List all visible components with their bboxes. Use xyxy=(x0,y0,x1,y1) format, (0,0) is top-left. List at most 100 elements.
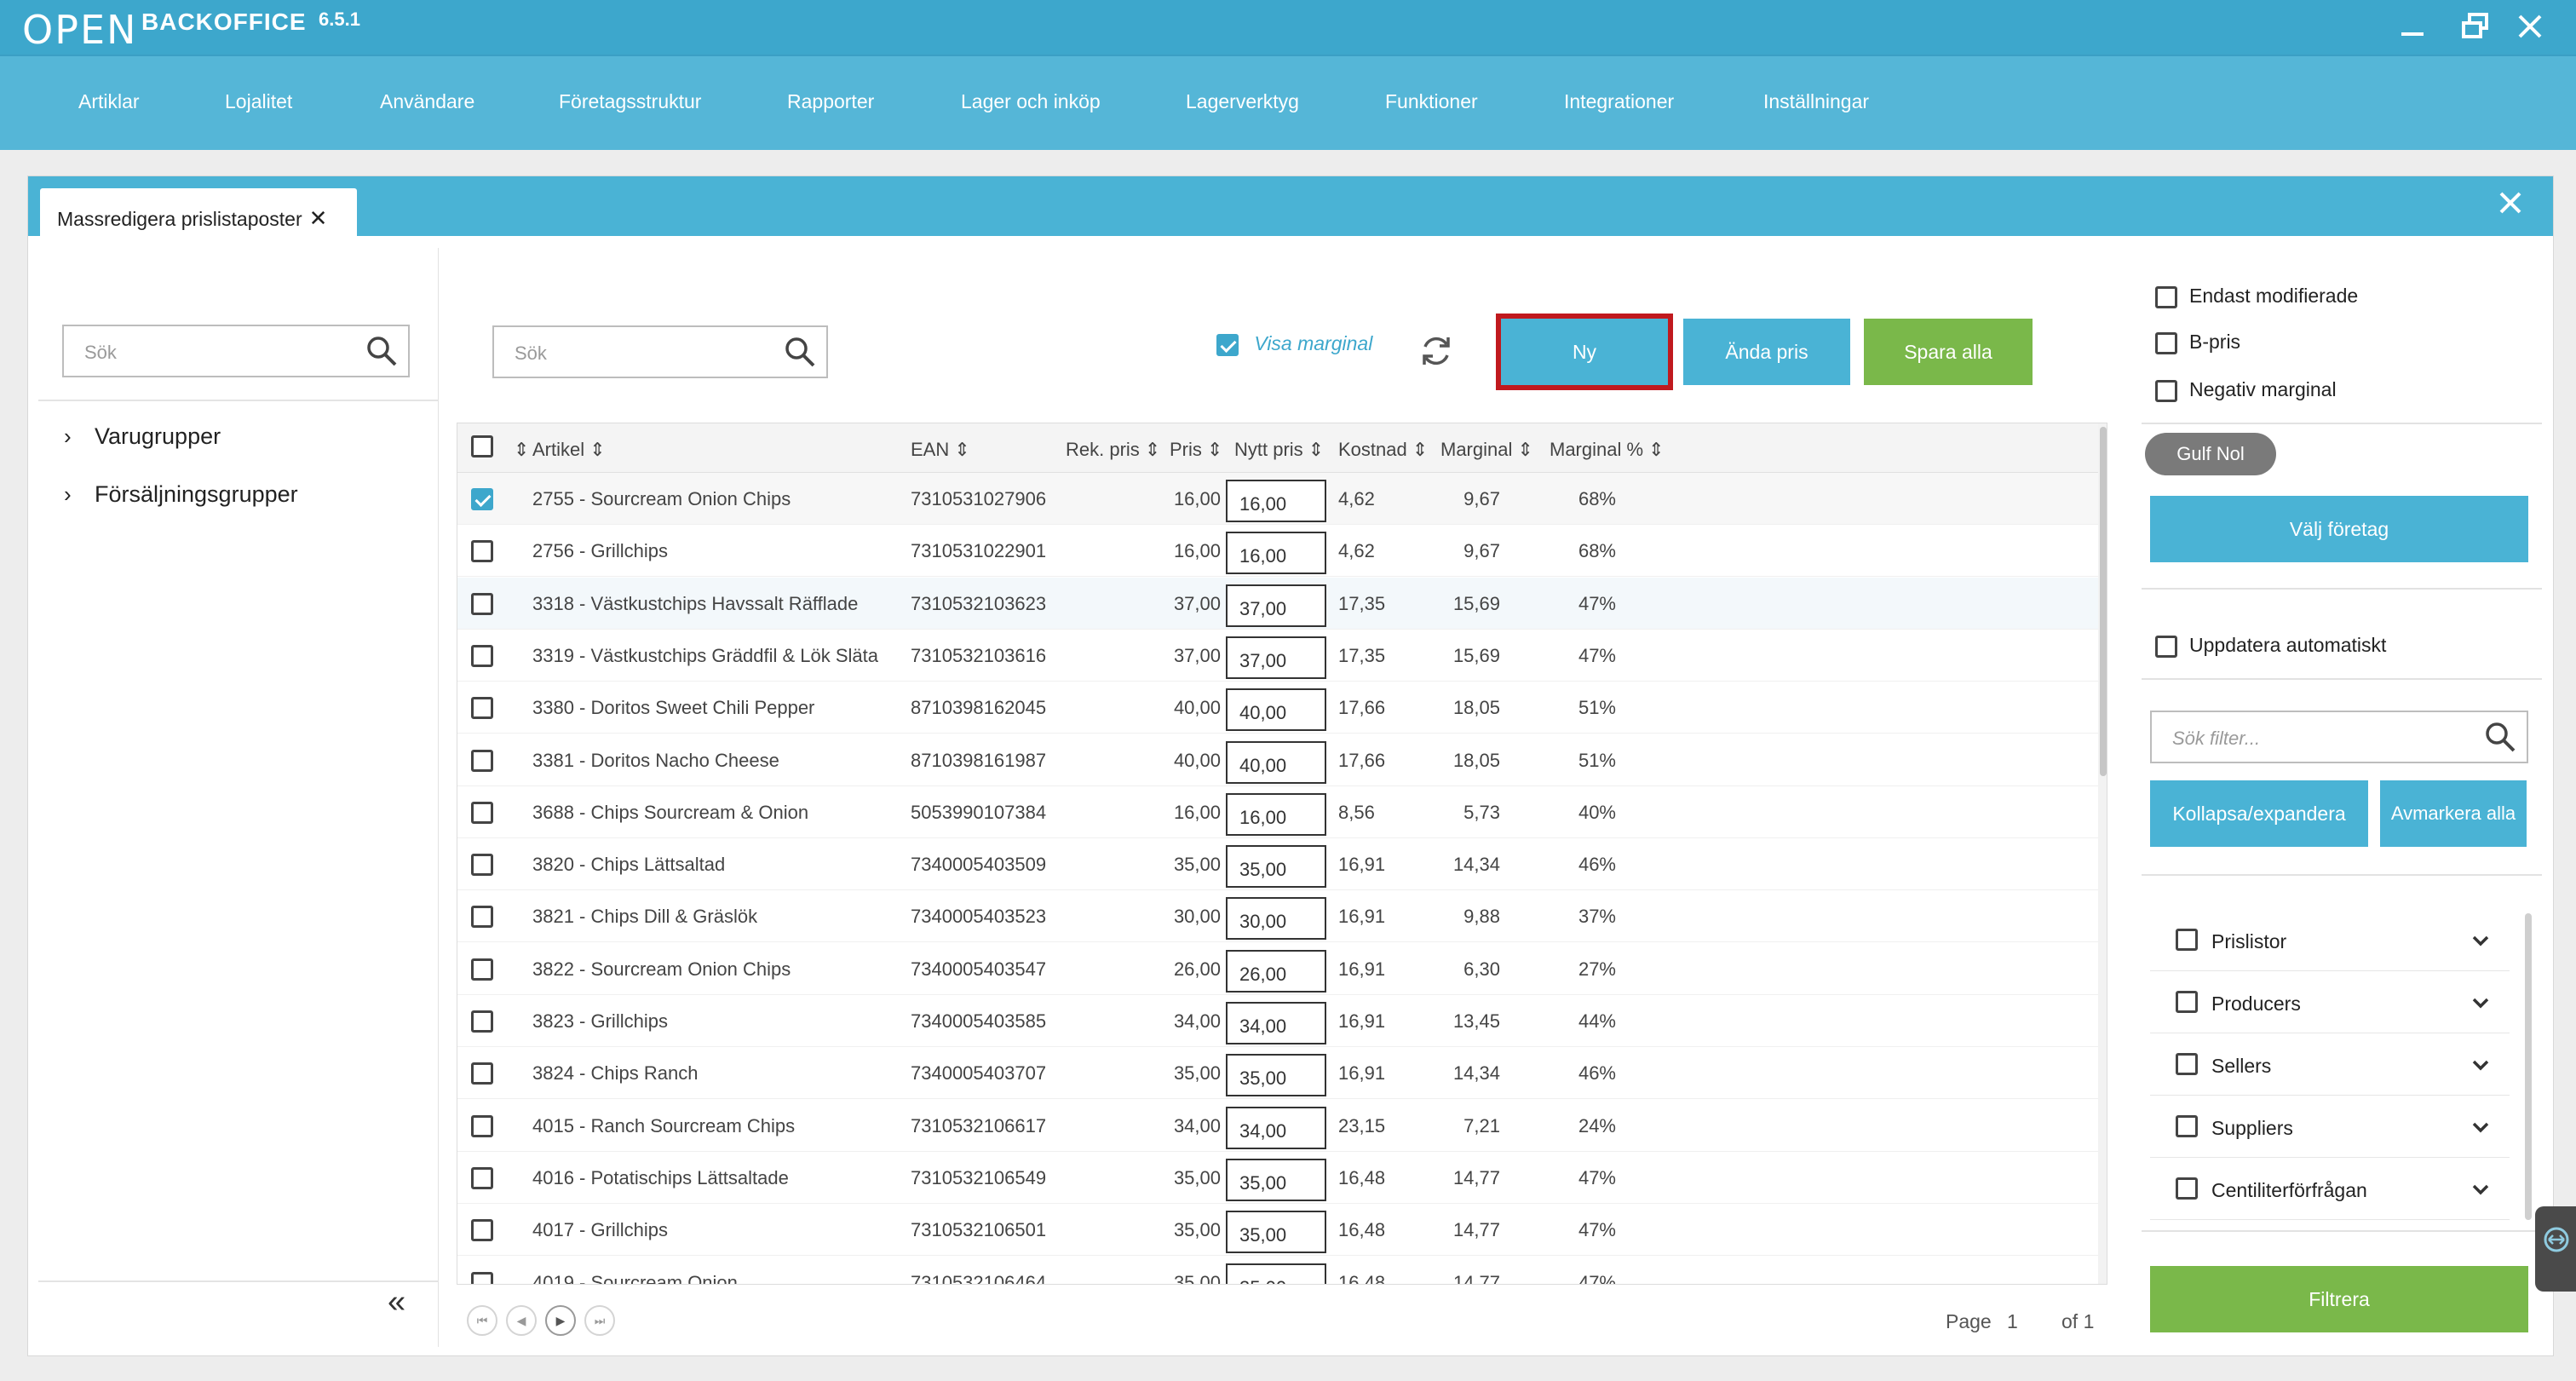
side-tab[interactable] xyxy=(2535,1206,2576,1292)
option-negativ-marginal[interactable]: Negativ marginal xyxy=(2155,378,2337,402)
nytt-pris-input[interactable]: 35,00 xyxy=(1226,1158,1326,1201)
tree-item-varugrupper[interactable]: › Varugrupper xyxy=(64,423,221,450)
filter-group-suppliers[interactable]: Suppliers xyxy=(2150,1096,2510,1158)
filter-group-prislistor[interactable]: Prislistor xyxy=(2150,910,2510,971)
expand-arrows-icon[interactable] xyxy=(2544,1227,2569,1252)
chevron-right-icon[interactable]: › xyxy=(64,423,72,449)
nytt-pris-input[interactable]: 16,00 xyxy=(1226,532,1326,575)
row-checkbox[interactable] xyxy=(471,644,493,667)
col-artikel[interactable]: Artikel ⇕ xyxy=(532,439,606,460)
nav-item-användare[interactable]: Användare xyxy=(380,90,475,112)
scrollbar-thumb[interactable] xyxy=(2100,427,2107,776)
filter-group-centiliterförfrågan[interactable]: Centiliterförfrågan xyxy=(2150,1159,2510,1220)
refresh-icon[interactable] xyxy=(1417,332,1455,370)
table-scrollbar[interactable] xyxy=(2098,423,2107,1284)
table-row[interactable]: 3821 - Chips Dill & Gräslök 7340005403523… xyxy=(457,890,2098,943)
filter-checkbox[interactable] xyxy=(2176,929,2198,951)
select-all-checkbox[interactable] xyxy=(471,435,493,457)
close-window-icon[interactable] xyxy=(2506,5,2554,49)
spara-alla-button[interactable]: Spara alla xyxy=(1864,319,2033,385)
nav-item-integrationer[interactable]: Integrationer xyxy=(1564,90,1675,112)
row-checkbox[interactable] xyxy=(471,1166,493,1189)
nav-item-inställningar[interactable]: Inställningar xyxy=(1763,90,1870,112)
table-row[interactable]: 2755 - Sourcream Onion Chips 731053102790… xyxy=(457,473,2098,525)
row-checkbox[interactable] xyxy=(471,906,493,929)
valj-foretag-button[interactable]: Välj företag xyxy=(2150,496,2528,562)
nytt-pris-input[interactable]: 35,00 xyxy=(1226,1263,1326,1284)
table-row[interactable]: 3319 - Västkustchips Gräddfil & Lök Slät… xyxy=(457,630,2098,682)
col-marginal[interactable]: Marginal ⇕ xyxy=(1440,439,1533,460)
row-checkbox[interactable] xyxy=(471,540,493,563)
table-row[interactable]: 4016 - Potatischips Lättsaltade 731053210… xyxy=(457,1152,2098,1204)
visa-marginal-checkbox[interactable] xyxy=(1216,333,1239,356)
sort-icon[interactable]: ⇕ xyxy=(514,439,530,460)
filter-search-input[interactable]: Sök filter... xyxy=(2150,711,2528,763)
row-checkbox[interactable] xyxy=(471,592,493,615)
col-nytt-pris[interactable]: Nytt pris ⇕ xyxy=(1234,439,1325,460)
ny-button[interactable]: Ny xyxy=(1496,314,1673,390)
chevron-right-icon[interactable]: › xyxy=(64,481,72,507)
nytt-pris-input[interactable]: 26,00 xyxy=(1226,949,1326,993)
col-pris[interactable]: Pris ⇕ xyxy=(1170,439,1223,460)
table-row[interactable]: 4015 - Ranch Sourcream Chips 731053210661… xyxy=(457,1100,2098,1152)
left-search-input[interactable]: Sök xyxy=(62,325,410,377)
option-b-pris[interactable]: B-pris xyxy=(2155,331,2240,354)
chevron-down-icon[interactable] xyxy=(2469,1115,2493,1139)
nav-item-artiklar[interactable]: Artiklar xyxy=(78,90,140,112)
nav-item-företagsstruktur[interactable]: Företagsstruktur xyxy=(559,90,702,112)
col-rek-pris[interactable]: Rek. pris ⇕ xyxy=(1066,439,1161,460)
table-search-input[interactable]: Sök xyxy=(492,325,828,378)
chevron-down-icon[interactable] xyxy=(2469,929,2493,952)
nav-item-lagerverktyg[interactable]: Lagerverktyg xyxy=(1186,90,1299,112)
row-checkbox[interactable] xyxy=(471,958,493,981)
search-icon[interactable] xyxy=(2484,721,2516,753)
row-checkbox[interactable] xyxy=(471,801,493,824)
andra-pris-button[interactable]: Ända pris xyxy=(1683,319,1850,385)
table-row[interactable]: 2756 - Grillchips 7310531022901 16,00 16,00… xyxy=(457,525,2098,578)
tree-item-forsaljningsgrupper[interactable]: › Försäljningsgrupper xyxy=(64,481,298,508)
table-row[interactable]: 4019 - Sourcream Onion 7310532106464 35,00… xyxy=(457,1257,2098,1284)
company-pill[interactable]: Gulf Nol xyxy=(2145,433,2276,475)
nytt-pris-input[interactable]: 16,00 xyxy=(1226,480,1326,522)
checkbox[interactable] xyxy=(2155,379,2177,402)
nytt-pris-input[interactable]: 35,00 xyxy=(1226,1054,1326,1097)
nytt-pris-input[interactable]: 35,00 xyxy=(1226,1211,1326,1254)
nytt-pris-input[interactable]: 37,00 xyxy=(1226,584,1326,627)
avmarkera-alla-button[interactable]: Avmarkera alla xyxy=(2380,780,2527,847)
filter-checkbox[interactable] xyxy=(2176,1177,2198,1200)
col-ean[interactable]: EAN ⇕ xyxy=(911,439,970,460)
chevron-down-icon[interactable] xyxy=(2469,991,2493,1015)
next-page-icon[interactable]: ▶ xyxy=(545,1305,576,1336)
chevron-down-icon[interactable] xyxy=(2469,1177,2493,1201)
table-row[interactable]: 3381 - Doritos Nacho Cheese 8710398161987… xyxy=(457,734,2098,786)
nytt-pris-input[interactable]: 37,00 xyxy=(1226,636,1326,679)
table-row[interactable]: 4017 - Grillchips 7310532106501 35,00 35,00… xyxy=(457,1204,2098,1257)
nytt-pris-input[interactable]: 40,00 xyxy=(1226,740,1326,784)
search-icon[interactable] xyxy=(365,335,398,367)
col-marginal-pct[interactable]: Marginal % ⇕ xyxy=(1550,439,1665,460)
filter-checkbox[interactable] xyxy=(2176,991,2198,1013)
tab-massredigera[interactable]: Massredigera prislistaposter ✕ xyxy=(40,188,357,238)
nytt-pris-input[interactable]: 40,00 xyxy=(1226,688,1326,732)
table-row[interactable]: 3820 - Chips Lättsaltad 7340005403509 35,0… xyxy=(457,838,2098,891)
restore-icon[interactable] xyxy=(2452,5,2499,49)
filter-checkbox[interactable] xyxy=(2176,1115,2198,1137)
table-row[interactable]: 3380 - Doritos Sweet Chili Pepper 8710398… xyxy=(457,682,2098,734)
option-endast-modifierade[interactable]: Endast modifierade xyxy=(2155,285,2358,308)
col-kostnad[interactable]: Kostnad ⇕ xyxy=(1338,439,1429,460)
row-checkbox[interactable] xyxy=(471,1114,493,1137)
chevron-down-icon[interactable] xyxy=(2469,1053,2493,1077)
prev-page-icon[interactable]: ◀ xyxy=(506,1305,537,1336)
table-row[interactable]: 3823 - Grillchips 7340005403585 34,00 34,00… xyxy=(457,995,2098,1047)
nytt-pris-input[interactable]: 16,00 xyxy=(1226,792,1326,836)
nytt-pris-input[interactable]: 35,00 xyxy=(1226,845,1326,889)
kollapsa-expandera-button[interactable]: Kollapsa/expandera xyxy=(2150,780,2368,847)
visa-marginal-toggle[interactable]: Visa marginal xyxy=(1216,332,1372,356)
row-checkbox[interactable] xyxy=(471,488,493,510)
nytt-pris-input[interactable]: 30,00 xyxy=(1226,897,1326,941)
filter-scrollbar[interactable] xyxy=(2525,913,2532,1220)
filter-group-producers[interactable]: Producers xyxy=(2150,972,2510,1033)
table-row[interactable]: 3824 - Chips Ranch 7340005403707 35,00 35,0… xyxy=(457,1047,2098,1100)
nytt-pris-input[interactable]: 34,00 xyxy=(1226,1002,1326,1044)
checkbox[interactable] xyxy=(2155,331,2177,354)
